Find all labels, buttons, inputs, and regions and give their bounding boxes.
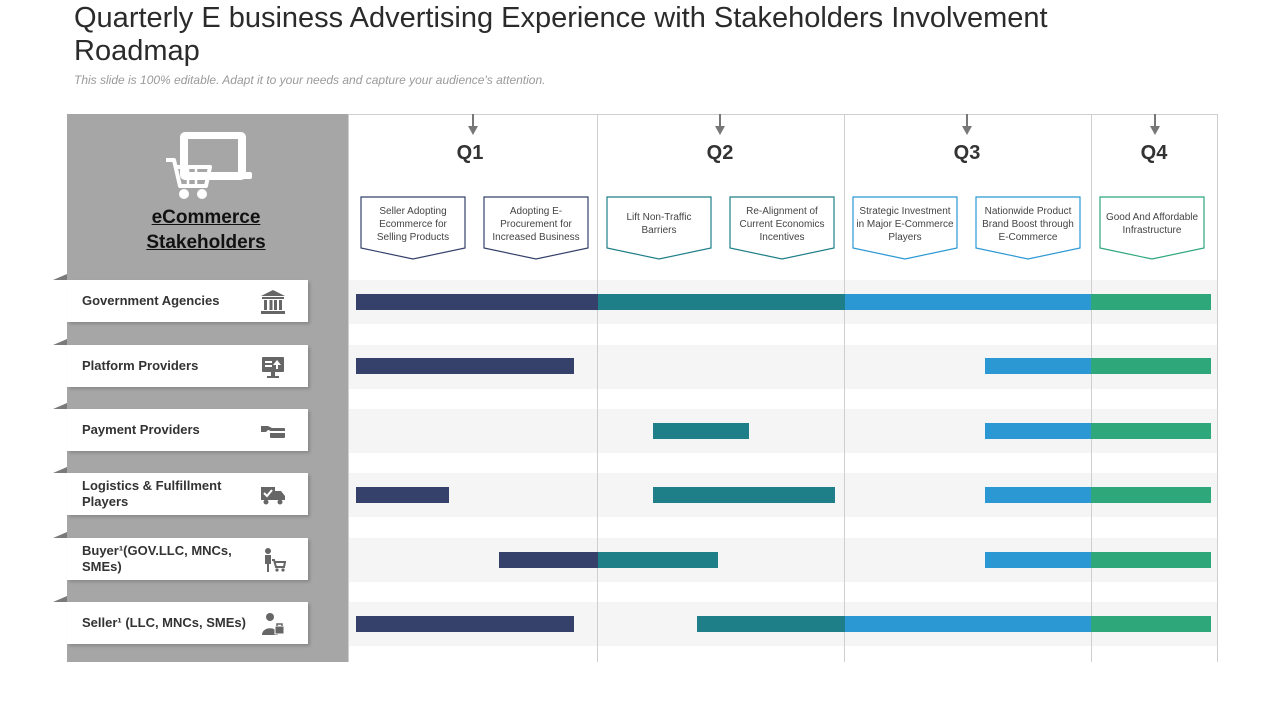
stakeholders-heading: eCommerce Stakeholders <box>100 205 312 255</box>
grid-line <box>844 114 845 662</box>
bar-payment-q2 <box>653 423 749 439</box>
milestone-callout: Re-Alignment of Current Economics Incent… <box>729 196 835 260</box>
quarter-label-q4: Q4 <box>1140 142 1168 164</box>
callout-outline <box>1099 196 1205 260</box>
label-fold <box>53 532 67 538</box>
milestone-callout: Lift Non-Traffic Barriers <box>606 196 712 260</box>
quarter-arrow-icon <box>962 114 972 135</box>
timeline-grid <box>348 114 1218 663</box>
label-fold <box>53 274 67 280</box>
quarter-arrow-icon <box>1150 114 1160 135</box>
callout-outline <box>852 196 958 260</box>
callout-outline <box>606 196 712 260</box>
stakeholder-label: Payment Providers <box>82 422 200 437</box>
milestone-callout: Nationwide Product Brand Boost through E… <box>975 196 1081 260</box>
page-title: Quarterly E business Advertising Experie… <box>74 2 1048 67</box>
milestone-text: Re-Alignment of Current Economics Incent… <box>739 205 825 243</box>
payment-hand-icon <box>261 426 285 438</box>
callout-outline <box>729 196 835 260</box>
quarter-arrow-icon <box>468 114 478 135</box>
milestone-text: Adopting E-Procurement for Increased Bus… <box>492 205 580 243</box>
bar-platform-q4 <box>1091 358 1211 374</box>
milestone-callout: Adopting E-Procurement for Increased Bus… <box>483 196 589 260</box>
bar-government-q3 <box>845 294 1092 310</box>
monitor-icon <box>262 357 284 378</box>
milestone-text: Good And Affordable Infrastructure <box>1105 212 1199 236</box>
milestone-text: Lift Non-Traffic Barriers <box>626 212 692 236</box>
bar-buyer-q4 <box>1091 552 1211 568</box>
bank-icon <box>261 290 285 314</box>
bar-seller-q1 <box>356 616 574 632</box>
shopper-cart-icon <box>265 548 286 572</box>
grid-line <box>597 114 598 662</box>
milestone-text: Nationwide Product Brand Boost through E… <box>982 205 1074 243</box>
stakeholder-row-logistics: Logistics & Fulfillment Players <box>53 467 308 515</box>
bar-logistics-q4 <box>1091 487 1211 503</box>
stakeholder-label: Seller¹ (LLC, MNCs, SMEs) <box>82 615 246 630</box>
bar-government-q2 <box>598 294 846 310</box>
quarter-label-q3: Q3 <box>953 142 981 164</box>
bar-payment-q4 <box>1091 423 1211 439</box>
stakeholder-label: Government Agencies <box>82 293 220 308</box>
bar-seller-q4 <box>1091 616 1211 632</box>
callout-outline <box>360 196 466 260</box>
stakeholders-heading-line2: Stakeholders <box>146 232 266 253</box>
stakeholder-row-government: Government Agencies <box>53 274 308 322</box>
seller-person-icon <box>262 613 285 635</box>
bar-logistics-q3 <box>985 487 1092 503</box>
bar-seller-q3 <box>845 616 1092 632</box>
bar-payment-q3 <box>985 423 1092 439</box>
laptop-cart-icon <box>166 132 252 199</box>
stakeholder-label: Logistics & Fulfillment Players <box>82 478 222 509</box>
milestone-callout: Strategic Investment in Major E-Commerce… <box>852 196 958 260</box>
milestone-callout: Seller Adopting Ecommerce for Selling Pr… <box>360 196 466 260</box>
bar-buyer-q2 <box>598 552 718 568</box>
milestone-text: Seller Adopting Ecommerce for Selling Pr… <box>376 205 450 243</box>
bar-platform-q1 <box>356 358 574 374</box>
callout-outline <box>483 196 589 260</box>
label-fold <box>53 403 67 409</box>
bar-buyer-q1 <box>499 552 599 568</box>
stakeholder-row-buyer: Buyer¹(GOV.LLC, MNCs, SMEs) <box>53 532 308 580</box>
bar-seller-q2 <box>697 616 846 632</box>
bar-government-q4 <box>1091 294 1211 310</box>
label-fold <box>53 467 67 473</box>
stakeholder-row-payment: Payment Providers <box>53 403 308 451</box>
bar-platform-q3 <box>985 358 1092 374</box>
bar-buyer-q3 <box>985 552 1092 568</box>
stakeholders-heading-line1: eCommerce <box>151 207 261 228</box>
stakeholder-row-seller: Seller¹ (LLC, MNCs, SMEs) <box>53 596 308 644</box>
label-fold <box>53 596 67 602</box>
bar-logistics-q2 <box>653 487 835 503</box>
stakeholder-label: Buyer¹(GOV.LLC, MNCs, SMEs) <box>82 543 232 574</box>
label-fold <box>53 339 67 345</box>
stakeholder-row-platform: Platform Providers <box>53 339 308 387</box>
quarter-label-q2: Q2 <box>706 142 734 164</box>
quarter-label-q1: Q1 <box>456 142 484 164</box>
milestone-callout: Good And Affordable Infrastructure <box>1099 196 1205 260</box>
milestone-text: Strategic Investment in Major E-Commerce… <box>856 205 954 243</box>
grid-line <box>1091 114 1092 662</box>
grid-line <box>348 114 349 662</box>
grid-line <box>1217 114 1218 662</box>
bar-logistics-q1 <box>356 487 449 503</box>
callout-outline <box>975 196 1081 260</box>
quarter-arrow-icon <box>715 114 725 135</box>
delivery-truck-icon <box>261 487 285 505</box>
page-subtitle: This slide is 100% editable. Adapt it to… <box>74 73 546 87</box>
bar-government-q1 <box>356 294 599 310</box>
stakeholder-label: Platform Providers <box>82 358 199 373</box>
